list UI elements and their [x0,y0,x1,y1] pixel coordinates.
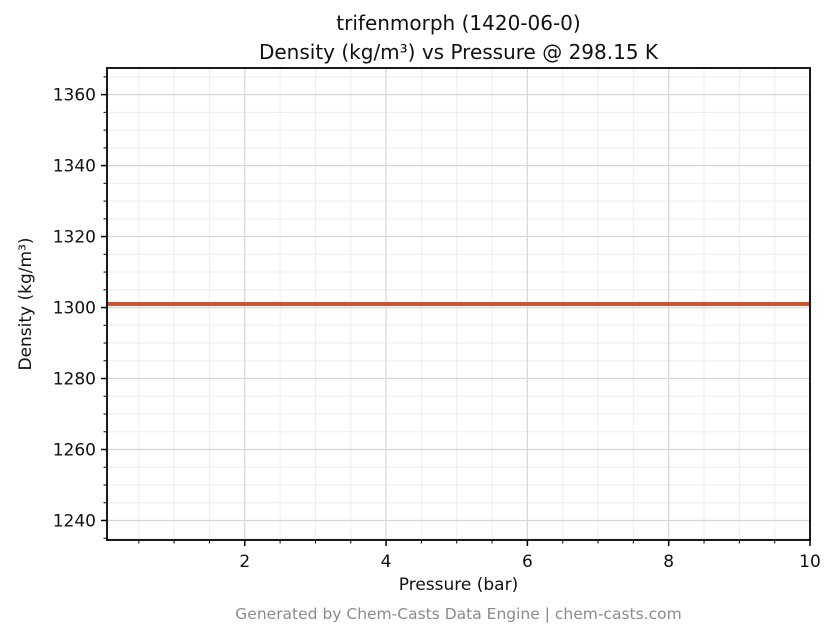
x-tick-label: 2 [239,552,250,572]
y-tick-label: 1260 [53,441,96,461]
chart-title-line1: trifenmorph (1420-06-0) [336,11,581,35]
footer-credit: Generated by Chem-Casts Data Engine | ch… [235,605,682,623]
chart-title-line2: Density (kg/m³) vs Pressure @ 298.15 K [258,40,659,64]
x-tick-label: 4 [381,552,392,572]
x-tick-label: 6 [522,552,533,572]
y-tick-label: 1320 [53,228,96,248]
x-tick-label: 8 [663,552,674,572]
y-axis-label: Density (kg/m³) [16,237,36,371]
y-tick-label: 1300 [53,299,96,319]
y-tick-label: 1240 [53,511,96,531]
y-tick-label: 1360 [53,86,96,106]
plot-border [106,67,811,541]
x-tick-label: 10 [799,552,821,572]
y-tick-label: 1280 [53,370,96,390]
y-tick-label: 1340 [53,157,96,177]
x-axis-label: Pressure (bar) [398,575,519,595]
chart-title: trifenmorph (1420-06-0) Density (kg/m³) … [107,9,810,67]
